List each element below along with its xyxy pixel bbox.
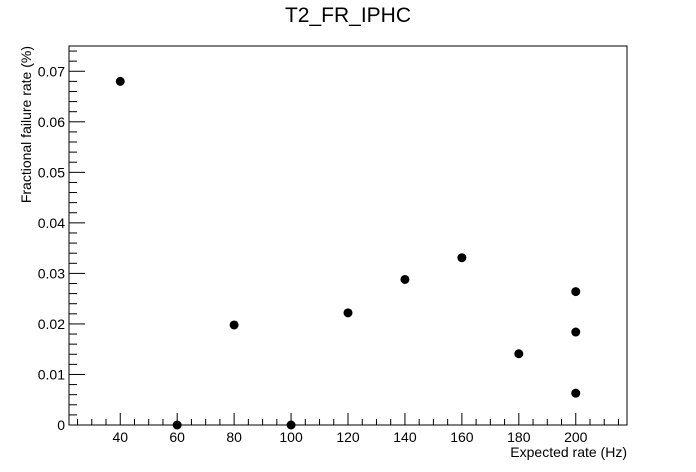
data-point [343,308,353,318]
y-tick-label: 0.03 [38,265,65,281]
data-point [571,388,581,398]
axis-ticks [69,50,619,426]
y-tick-label: 0.06 [38,114,65,130]
data-point [571,287,581,297]
x-tick-label: 140 [393,429,417,445]
data-points [115,76,581,430]
plot-frame [68,45,628,426]
y-tick-label: 0.01 [38,366,65,382]
x-tick-label: 80 [226,429,242,445]
x-tick-label: 180 [507,429,531,445]
x-tick-label: 60 [169,429,185,445]
y-tick-label: 0.02 [38,316,65,332]
data-point [115,76,125,86]
data-point [172,420,182,430]
data-point [571,327,581,337]
y-tick-label: 0 [57,417,65,433]
x-tick-label: 100 [279,429,303,445]
x-tick-label: 160 [450,429,474,445]
chart-title: T2_FR_IPHC [284,4,412,27]
tick-labels: 40 60 80 100 120 140 160 180 200 0 0.01 0.02 0.03 0.0… [38,63,588,445]
y-tick-label: 0.04 [38,215,65,231]
x-axis-title: Expected rate (Hz) [510,444,627,460]
data-point [457,253,467,263]
y-tick-label: 0.07 [38,63,65,79]
x-tick-label: 40 [112,429,128,445]
x-tick-label: 120 [336,429,360,445]
x-tick-label: 200 [564,429,588,445]
data-point [514,349,524,359]
y-tick-label: 0.05 [38,164,65,180]
data-point [229,320,239,330]
data-point [400,274,410,284]
data-point [286,420,296,430]
y-axis-title: Fractional failure rate (%) [18,46,34,203]
